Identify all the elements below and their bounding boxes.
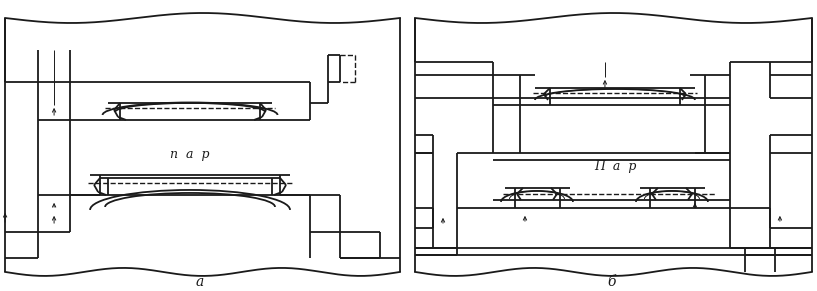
Text: п  а  р: п а р [170, 148, 210, 162]
Text: a: a [196, 275, 204, 289]
Text: П  а  р: П а р [594, 160, 636, 173]
Text: б: б [608, 275, 616, 289]
